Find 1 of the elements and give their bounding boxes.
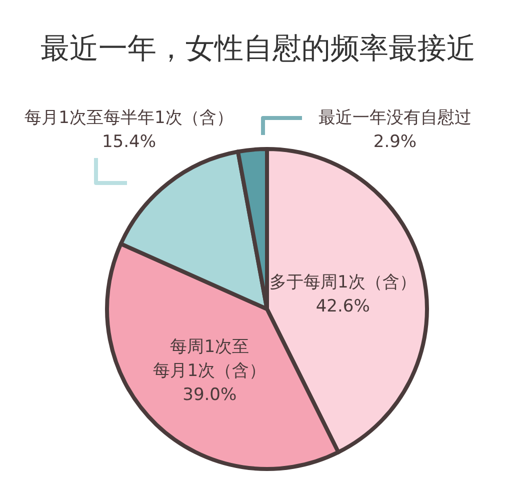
- title: 最近一年，女性自慰的频率最接近: [40, 31, 476, 65]
